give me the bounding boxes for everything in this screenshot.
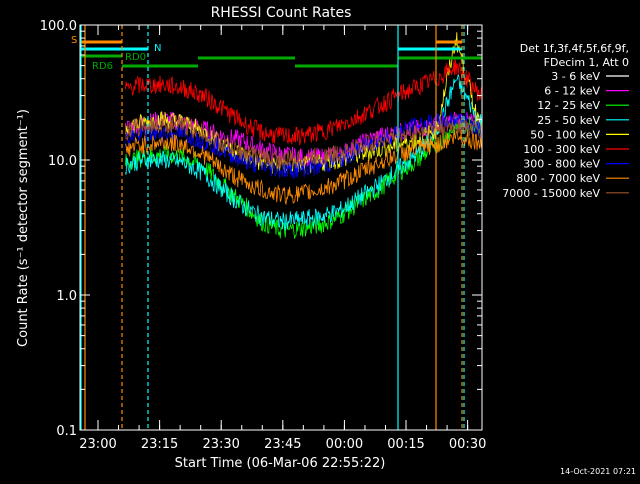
series-line-5: [125, 57, 482, 146]
legend-entry-3: 25 - 50 keV: [537, 114, 600, 127]
x-tick-label: 23:30: [202, 437, 239, 452]
y-axis-label: Count Rate (s⁻¹ detector segment⁻¹): [16, 109, 31, 347]
x-axis-label: Start Time (06-Mar-06 22:55:22): [175, 456, 386, 471]
x-tick-label: 00:00: [326, 437, 363, 452]
legend: Det 1f,3f,4f,5f,6f,9f,FDecim 1, Att 03 -…: [502, 42, 629, 200]
x-tick-label: 00:15: [387, 437, 424, 452]
flag-label-rd6: RD6: [92, 61, 113, 72]
y-tick-label: 1.0: [56, 289, 77, 304]
series-line-6: [125, 112, 482, 180]
legend-entry-5: 100 - 300 keV: [523, 143, 600, 156]
legend-header-line: FDecim 1, Att 0: [544, 56, 629, 69]
legend-entry-0: 3 - 6 keV: [551, 70, 600, 83]
x-tick-label: 23:00: [79, 437, 116, 452]
legend-entry-7: 800 - 7000 keV: [516, 172, 600, 185]
series-line-8: [125, 115, 482, 169]
plot-area: S N RD0 RD6: [71, 25, 482, 430]
x-tick-label: 23:15: [141, 437, 178, 452]
legend-entry-8: 7000 - 15000 keV: [502, 187, 600, 200]
legend-entry-4: 50 - 100 keV: [530, 128, 600, 141]
axes: 0.1 1.0 10.0 100.0 23:00 23:15 23:30 23:45 00:00…: [40, 19, 487, 452]
flag-label-n: N: [154, 43, 161, 54]
legend-entry-1: 6 - 12 keV: [544, 85, 600, 98]
flag-label-s: S: [71, 35, 77, 46]
legend-entry-2: 12 - 25 keV: [537, 99, 600, 112]
y-tick-label: 100.0: [40, 19, 77, 34]
legend-entry-6: 300 - 800 keV: [523, 158, 600, 171]
y-tick-label: 10.0: [48, 154, 77, 169]
footer-date: 14-Oct-2021 07:21: [560, 467, 636, 476]
x-tick-label: 00:30: [449, 437, 486, 452]
flag-label-rd0: RD0: [125, 52, 146, 63]
x-tick-label: 23:45: [264, 437, 301, 452]
series-line-7: [125, 129, 482, 206]
legend-header-line: Det 1f,3f,4f,5f,6f,9f,: [520, 42, 629, 55]
plot-frame: [79, 24, 483, 431]
y-tick-label: 0.1: [56, 424, 77, 439]
chart-title: RHESSI Count Rates: [211, 5, 352, 21]
